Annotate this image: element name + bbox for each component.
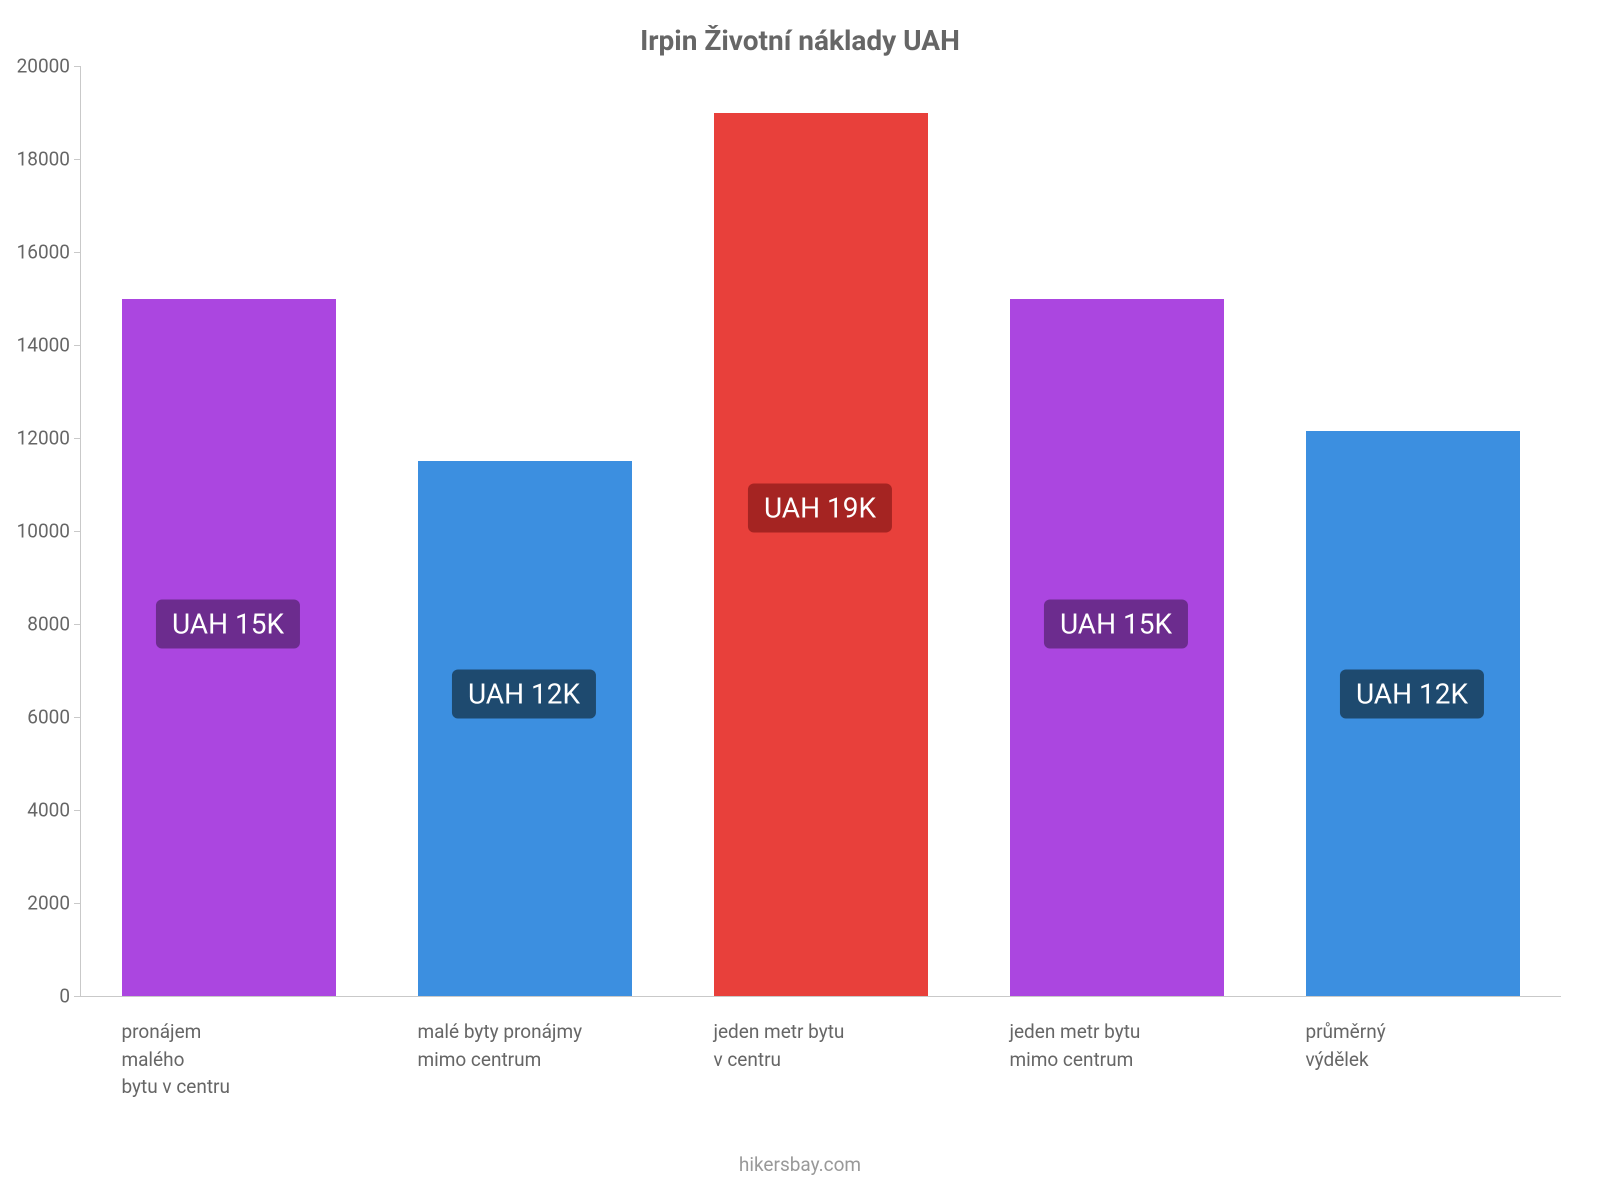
y-tick-label: 16000 (17, 241, 70, 264)
x-tick-label: jeden metr bytu mimo centrum (1009, 1018, 1140, 1073)
y-tick-label: 6000 (27, 706, 70, 729)
bar (418, 461, 631, 996)
bar (714, 113, 927, 997)
y-tick-label: 4000 (27, 799, 70, 822)
y-tick-label: 14000 (17, 334, 70, 357)
chart-title: Irpin Životní náklady UAH (0, 24, 1600, 57)
value-badge: UAH 19K (748, 483, 892, 532)
attribution-text: hikersbay.com (0, 1153, 1600, 1176)
value-badge: UAH 12K (452, 669, 596, 718)
y-tick-label: 10000 (17, 520, 70, 543)
x-tick-label: pronájem malého bytu v centru (121, 1018, 230, 1101)
value-badge: UAH 15K (1044, 600, 1188, 649)
y-tick-label: 0 (59, 985, 70, 1008)
x-tick-label: průměrný výdělek (1305, 1018, 1385, 1073)
y-tick-label: 8000 (27, 613, 70, 636)
x-tick-label: malé byty pronájmy mimo centrum (417, 1018, 582, 1073)
cost-of-living-chart: Irpin Životní náklady UAH 0 2000 4000 6000 8… (0, 0, 1600, 1200)
y-tick-label: 2000 (27, 892, 70, 915)
y-tick-label: 18000 (17, 148, 70, 171)
y-tick-label: 20000 (17, 55, 70, 78)
y-tick-label: 12000 (17, 427, 70, 450)
value-badge: UAH 12K (1340, 669, 1484, 718)
value-badge: UAH 15K (156, 600, 300, 649)
x-tick-label: jeden metr bytu v centru (713, 1018, 844, 1073)
